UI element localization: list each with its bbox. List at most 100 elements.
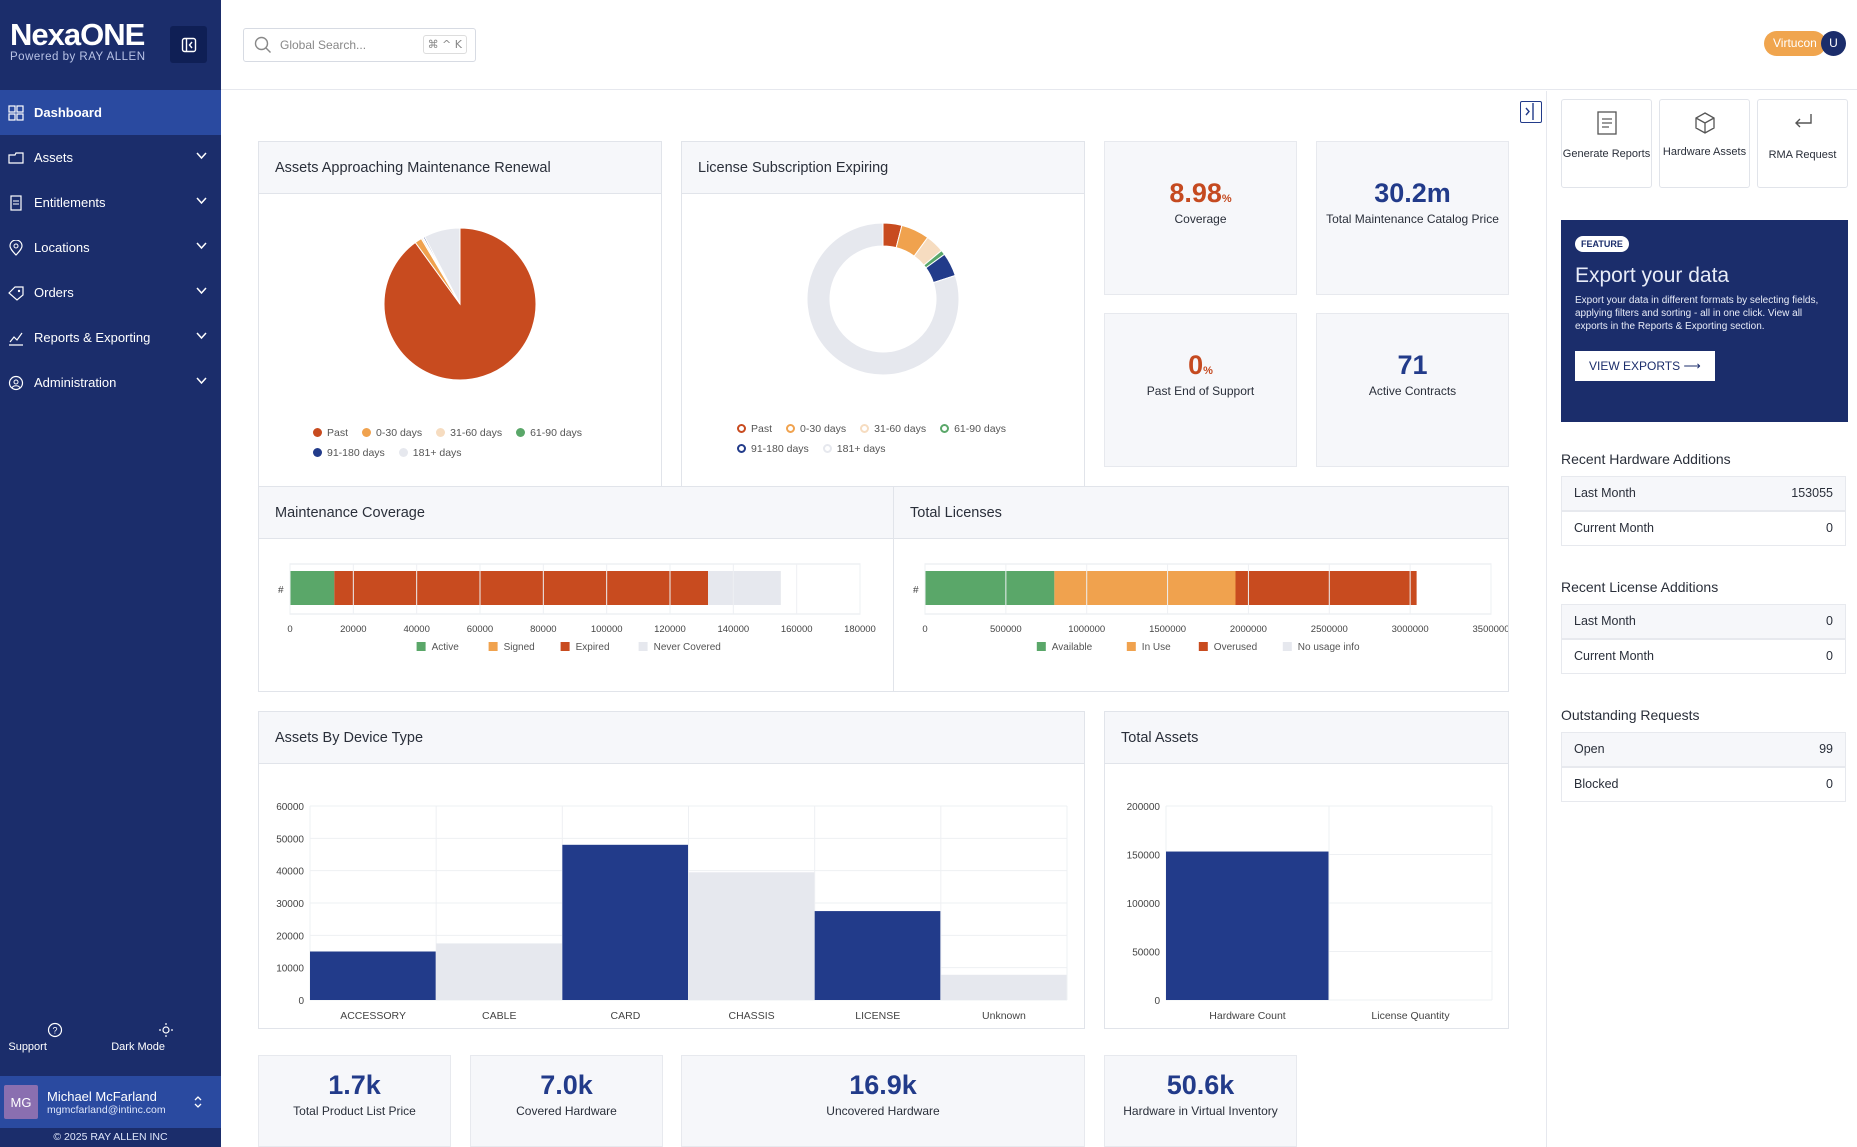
export-promo: FEATURE Export your data Export your dat… xyxy=(1561,220,1848,422)
kpi-label: Past End of Support xyxy=(1146,384,1255,398)
legend-label: No usage info xyxy=(1298,642,1360,653)
legend-item[interactable]: 91-180 days xyxy=(313,443,385,463)
card-title: Maintenance Coverage xyxy=(259,487,893,539)
kpi-past-eos: 0% Past End of Support xyxy=(1104,313,1297,467)
legend-item[interactable]: Past xyxy=(737,419,772,439)
tenant-switcher[interactable]: Virtucon xyxy=(1764,31,1826,56)
legend-item[interactable]: 31-60 days xyxy=(436,423,502,443)
legend-item[interactable]: 181+ days xyxy=(822,439,886,459)
bar-segment-active[interactable] xyxy=(290,571,335,605)
kpi-value: 7.0k xyxy=(540,1070,593,1100)
bar-segment-in-use[interactable] xyxy=(1054,571,1236,605)
bar-segment-available[interactable] xyxy=(925,571,1055,605)
legend-swatch-icon xyxy=(1126,642,1136,651)
x-tick-label: 1000000 xyxy=(1068,624,1105,635)
y-category-label: # xyxy=(278,585,284,596)
global-search[interactable]: Global Search... ⌘ ^ K xyxy=(243,28,476,62)
legend-item[interactable]: 0-30 days xyxy=(786,419,846,439)
location-icon xyxy=(9,239,23,256)
bar-segment-overused[interactable] xyxy=(1235,571,1417,605)
bar-unknown[interactable] xyxy=(940,974,1067,1000)
list-item[interactable]: Open 99 xyxy=(1561,732,1846,767)
y-tick-label: 150000 xyxy=(1127,851,1161,862)
row-label: Open xyxy=(1574,742,1605,756)
tenant-avatar[interactable]: U xyxy=(1821,31,1846,56)
bar-accessory[interactable] xyxy=(310,951,437,1001)
legend-item[interactable]: Past xyxy=(313,423,348,443)
x-tick-label: 160000 xyxy=(781,624,813,635)
legend-swatch-icon xyxy=(822,444,832,453)
hardware-assets-button[interactable]: Hardware Assets xyxy=(1659,99,1750,188)
report-doc-icon xyxy=(1596,111,1617,135)
card-title: License Subscription Expiring xyxy=(682,142,1084,194)
list-item[interactable]: Blocked 0 xyxy=(1561,767,1846,802)
legend-label: Past xyxy=(327,427,349,439)
support-button[interactable]: ? Support xyxy=(0,1022,111,1053)
legend-item[interactable]: 31-60 days xyxy=(860,419,926,439)
sidebar-item-locations[interactable]: Locations xyxy=(0,225,221,270)
legend-label: 91-180 days xyxy=(751,443,809,455)
legend-item[interactable]: 61-90 days xyxy=(516,423,582,443)
chevron-down-icon xyxy=(196,197,207,205)
brand-logo[interactable]: NexaONE Powered by RAY ALLEN xyxy=(0,0,221,90)
avatar: MG xyxy=(4,1085,38,1119)
row-value: 0 xyxy=(1826,649,1833,663)
x-tick-label: 3500000 xyxy=(1473,624,1508,635)
sidebar-item-dashboard[interactable]: Dashboard xyxy=(0,90,221,135)
x-tick-label: 180000 xyxy=(844,624,876,635)
legend-swatch-icon xyxy=(362,428,372,437)
generate-reports-button[interactable]: Generate Reports xyxy=(1561,99,1652,188)
x-tick-label: CABLE xyxy=(482,1010,516,1022)
row-label: Last Month xyxy=(1574,614,1636,628)
bar-chassis[interactable] xyxy=(688,872,815,1000)
bar-hardware-count[interactable] xyxy=(1166,851,1329,1000)
y-tick-label: 200000 xyxy=(1127,802,1161,813)
sidebar-item-label: Reports & Exporting xyxy=(34,330,151,345)
bar-card[interactable] xyxy=(562,844,689,1000)
legend-label: 0-30 days xyxy=(800,423,847,435)
admin-icon xyxy=(8,375,24,390)
search-shortcut: ⌘ ^ K xyxy=(422,35,467,54)
user-menu[interactable]: MG Michael McFarland mgmcfarland@intinc.… xyxy=(0,1076,221,1128)
toggle-right-panel-button[interactable] xyxy=(1520,101,1542,123)
sidebar-item-assets[interactable]: Assets xyxy=(0,135,221,180)
legend-item[interactable]: 61-90 days xyxy=(940,419,1006,439)
kpi-unit: % xyxy=(1221,193,1232,205)
collapse-sidebar-button[interactable] xyxy=(170,26,207,63)
sidebar-item-reports-exporting[interactable]: Reports & Exporting xyxy=(0,315,221,360)
assets-icon xyxy=(8,151,24,164)
sidebar-item-administration[interactable]: Administration xyxy=(0,360,221,405)
expand-icon xyxy=(194,1096,202,1108)
legend-swatch-icon xyxy=(436,428,446,437)
legend-label: Expired xyxy=(576,642,610,653)
orders-icon xyxy=(8,285,24,301)
bar-segment-never-covered[interactable] xyxy=(708,571,781,605)
rma-request-button[interactable]: RMA Request xyxy=(1757,99,1848,188)
view-exports-button[interactable]: VIEW EXPORTS ⟶ xyxy=(1575,351,1715,381)
legend-label: Overused xyxy=(1214,642,1257,653)
legend-item[interactable]: 181+ days xyxy=(398,443,462,463)
legend-item[interactable]: 0-30 days xyxy=(362,423,422,443)
x-tick-label: 3000000 xyxy=(1392,624,1429,635)
entitlements-icon xyxy=(10,194,22,211)
sidebar-item-label: Assets xyxy=(34,150,74,165)
legend-item[interactable]: 91-180 days xyxy=(737,439,809,459)
search-icon xyxy=(254,36,271,53)
bar-cable[interactable] xyxy=(436,943,563,1000)
bar-license[interactable] xyxy=(814,911,941,1000)
legend-swatch-icon xyxy=(1198,642,1208,651)
sidebar-item-orders[interactable]: Orders xyxy=(0,270,221,315)
x-tick-label: CHASSIS xyxy=(729,1010,775,1022)
kpi-label: Coverage xyxy=(1174,212,1227,226)
x-tick-label: 80000 xyxy=(530,624,556,635)
y-tick-label: 10000 xyxy=(276,964,304,975)
bar-segment-expired[interactable] xyxy=(334,571,708,605)
sidebar-item-entitlements[interactable]: Entitlements xyxy=(0,180,221,225)
quick-action-label: Generate Reports xyxy=(1562,148,1651,160)
legend-swatch-icon xyxy=(940,424,950,433)
x-tick-label: 140000 xyxy=(717,624,749,635)
sidebar-nav: Dashboard Assets Entitlements Locations Orde… xyxy=(0,90,221,405)
pie-slice-181-days[interactable] xyxy=(423,227,461,305)
pie-slice-181-days[interactable] xyxy=(806,222,960,376)
dark-mode-toggle[interactable]: Dark Mode xyxy=(111,1022,222,1053)
